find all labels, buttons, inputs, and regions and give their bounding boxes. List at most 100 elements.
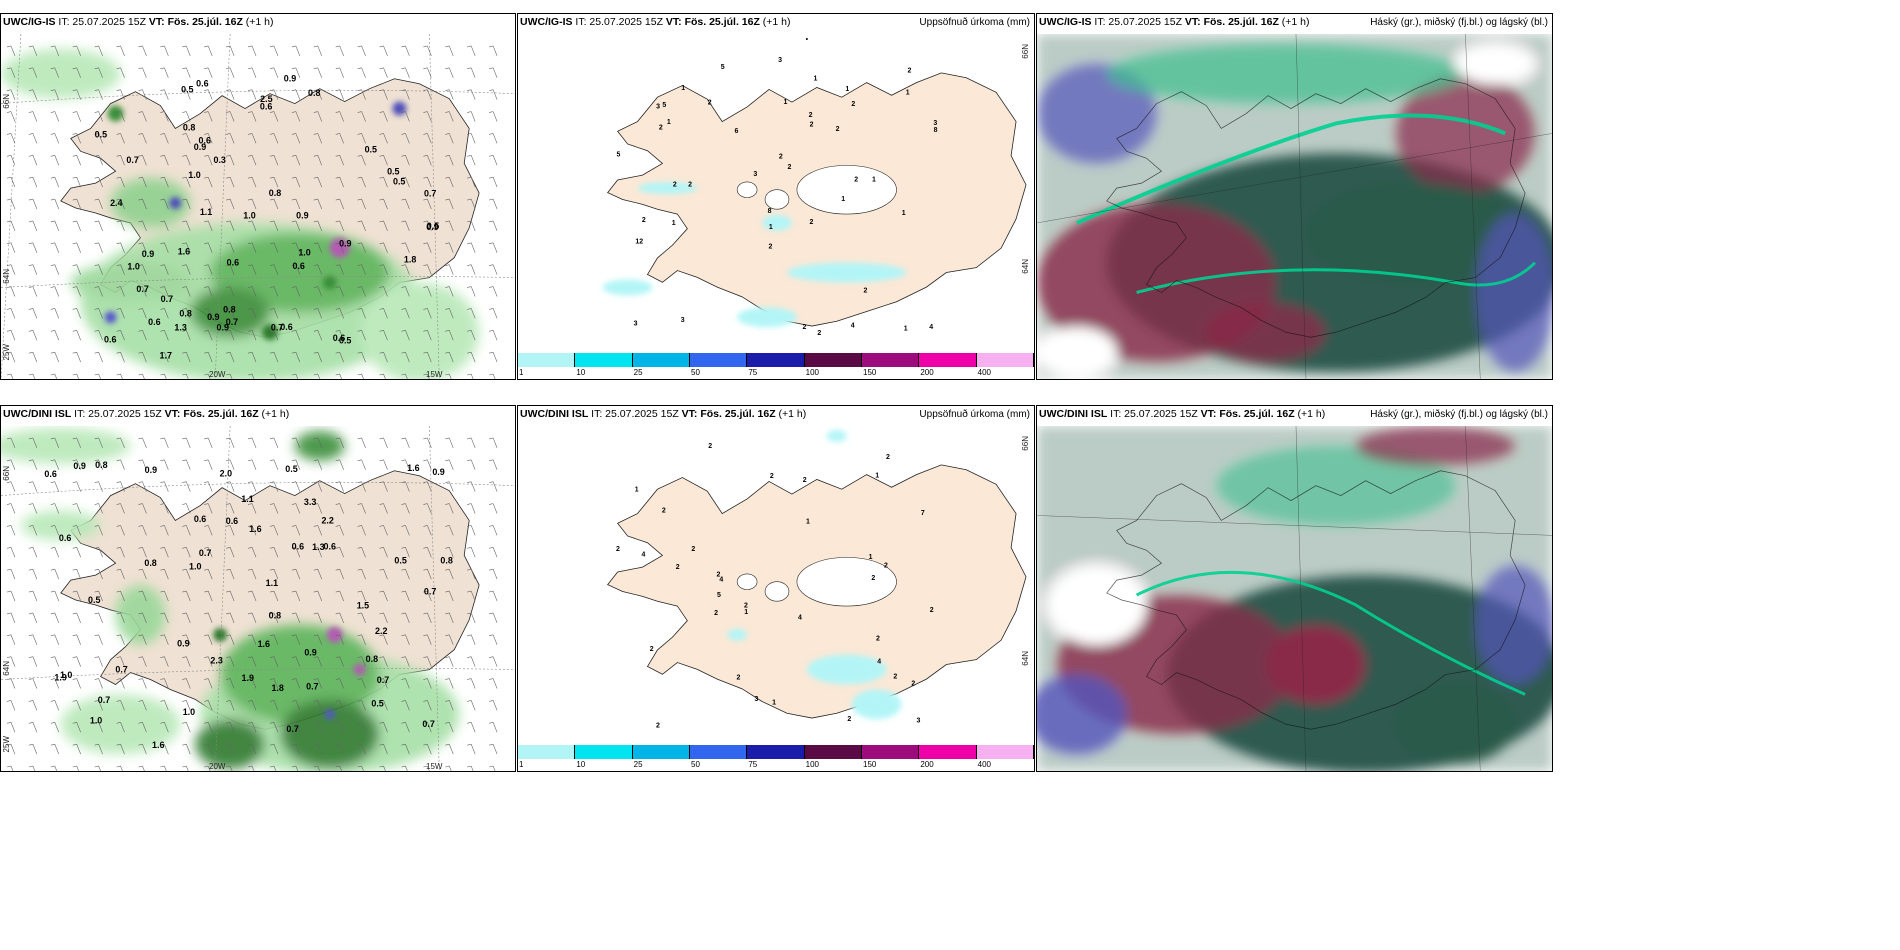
precip-value-label: 1.0: [189, 562, 201, 572]
wind-barb: [401, 155, 410, 166]
wind-barb: [247, 133, 257, 144]
wind-barb: [423, 133, 432, 144]
wind-barb: [72, 481, 81, 492]
wind-barb: [28, 329, 38, 341]
wind-barb: [269, 242, 279, 253]
wind-barb: [116, 590, 125, 602]
wind-barb: [94, 721, 103, 733]
wind-barb: [182, 547, 191, 558]
wind-barb: [357, 329, 366, 341]
wind-barb: [467, 133, 476, 144]
wind-barb: [247, 242, 257, 253]
precip-value-label: 2: [717, 571, 721, 578]
wind-barb: [379, 155, 388, 166]
wind-barb: [291, 525, 301, 536]
wind-barb: [28, 656, 38, 667]
wind-barb: [489, 373, 496, 379]
wind-barb: [423, 568, 432, 580]
wind-barb: [357, 503, 366, 514]
wind-barb: [401, 503, 410, 514]
wind-barb: [313, 459, 323, 470]
wind-barb: [50, 45, 60, 56]
precip-value-label: 0.7: [422, 719, 434, 729]
wind-barb: [313, 678, 323, 689]
wind-barb: [28, 308, 38, 319]
wind-barb: [269, 459, 279, 470]
wind-barb: [313, 503, 323, 514]
wind-barb: [247, 286, 257, 297]
precip-value-label: 2: [802, 324, 806, 331]
wind-barb: [204, 656, 213, 667]
wind-barb: [247, 612, 257, 623]
wind-barb: [379, 656, 388, 667]
precip-value-label: 0.5: [88, 595, 100, 605]
wind-barb: [401, 133, 410, 144]
wind-barb: [357, 351, 366, 363]
precip-value-label: 0.8: [269, 611, 281, 621]
wind-barb: [401, 286, 410, 297]
wind-barb: [291, 133, 301, 144]
wind-barb: [182, 351, 191, 363]
wind-barb: [401, 568, 410, 580]
wind-barb: [247, 525, 257, 536]
wind-barb: [313, 264, 323, 275]
wind-barb: [204, 242, 213, 253]
wind-barb: [226, 503, 235, 514]
wind-barb: [160, 612, 169, 623]
wind-barb: [160, 678, 169, 689]
wind-barb: [467, 111, 476, 122]
wind-barb: [6, 568, 16, 580]
precip-value-label: 2: [642, 217, 646, 224]
wind-barb: [467, 437, 476, 448]
wind-barb: [226, 568, 235, 580]
wind-barb: [423, 612, 432, 623]
wind-barb: [204, 133, 213, 144]
wind-barb: [489, 503, 498, 514]
wind-barb: [291, 329, 301, 341]
wind-barb: [72, 590, 81, 602]
wind-barb: [28, 765, 36, 771]
wind-barb: [379, 612, 388, 623]
wind-barb: [489, 743, 498, 755]
precip-value-label: 3.3: [304, 497, 316, 507]
precip-value-label: 1.1: [266, 578, 278, 588]
precip-value-label: 1.3: [312, 542, 324, 552]
wind-barb: [226, 612, 235, 623]
wind-barb: [445, 198, 454, 210]
wind-barb: [489, 220, 498, 231]
wind-barb: [50, 155, 60, 166]
colorbar-segment: [690, 745, 748, 759]
precip-value-label: 2: [650, 646, 654, 653]
precip-value-label: 0.5: [365, 145, 377, 155]
wind-barb: [204, 459, 213, 470]
wind-barb: [6, 45, 16, 56]
precip-value-label: 1.6: [258, 639, 270, 649]
wind-barb: [28, 45, 38, 56]
wind-barb: [226, 547, 235, 558]
wind-barb: [28, 67, 38, 78]
wind-barb: [313, 568, 323, 580]
wind-barb: [138, 765, 145, 771]
wind-barb: [226, 351, 235, 363]
wind-barb: [379, 590, 388, 602]
wind-barb: [182, 743, 191, 755]
wind-barb: [313, 721, 323, 733]
wind-barb: [138, 503, 147, 514]
wind-barb: [335, 89, 344, 100]
wind-barb: [313, 242, 323, 253]
wind-barb: [401, 678, 410, 689]
wind-barb: [50, 308, 60, 319]
wind-barb: [357, 373, 364, 379]
wind-barb: [313, 481, 323, 492]
wind-barb: [335, 765, 342, 771]
wind-barb: [313, 373, 321, 379]
wind-barb: [116, 133, 125, 144]
wind-barb: [6, 700, 16, 711]
wind-barb: [489, 437, 498, 448]
wind-barb: [247, 155, 257, 166]
precip-value-label: 0.8: [269, 188, 281, 198]
precip-value-label: 0.6: [194, 514, 206, 524]
wind-barb: [94, 568, 103, 580]
wind-barb: [445, 286, 454, 297]
wind-barb: [357, 89, 366, 100]
